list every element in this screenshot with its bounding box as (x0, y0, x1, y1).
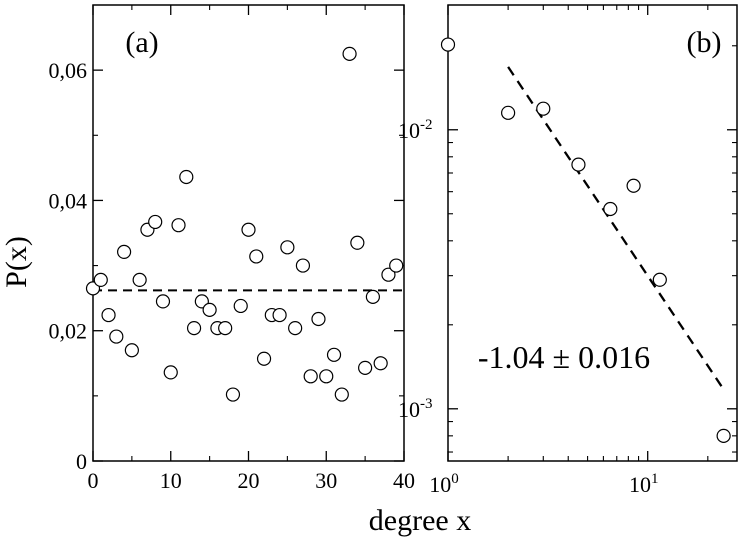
panel-b-label: (b) (687, 26, 722, 59)
panel-a-data-point (124, 343, 139, 358)
panel-a-data-point (342, 46, 357, 61)
x-axis-label: degree x (369, 504, 471, 537)
panel-a-data-point (109, 329, 124, 344)
panel-a-y-tick-label: 0,04 (49, 188, 88, 213)
panel-a-data-point (225, 387, 241, 402)
panel-b-data-point (716, 428, 731, 443)
y-axis-label: P(x) (0, 236, 33, 288)
panel-b-data-point (440, 37, 456, 52)
panel-a-data-point (148, 214, 163, 230)
panel-a-x-tick-label: 0 (88, 468, 99, 493)
panel-a-data-point (93, 272, 108, 288)
panel-a-label: (a) (125, 26, 158, 59)
panel-a-data-point (272, 307, 287, 323)
panel-a-y-tick-label: 0,02 (49, 319, 88, 344)
panel-a-data-point (163, 365, 178, 380)
panel-a-data-point (233, 298, 248, 314)
panel-a-data-point (155, 294, 171, 309)
panel-b-x-tick-label: 101 (629, 471, 659, 497)
panel-a-data-point (326, 347, 342, 362)
panel-a-data-point (241, 222, 256, 237)
panel-a-y-tick-label: 0,06 (49, 58, 88, 83)
panel-a-data-point (249, 249, 264, 264)
panel-a-y-tick-label: 0 (76, 449, 87, 474)
panel-b-data-point (571, 157, 586, 172)
panel-b-data-point (536, 101, 551, 116)
panel-a-data-point (179, 169, 194, 185)
panel-b-data-point (501, 105, 516, 120)
panel-b-y-tick-exponent: -2 (420, 117, 433, 133)
panel-a-data-point (389, 258, 404, 273)
panel-a-data-point (186, 321, 202, 336)
panel-b-data-point (652, 272, 667, 287)
panel-a-data-point (171, 218, 186, 233)
panel-a-data-point (358, 360, 373, 375)
panel-b-frame (447, 4, 738, 462)
panel-a-data-point (303, 369, 318, 384)
panel-a-data-point (101, 307, 116, 323)
panel-a-data-point (132, 272, 147, 288)
panel-a-data-point (218, 321, 233, 336)
panel-a-data-point (288, 321, 303, 336)
panel-a-data-point (202, 302, 217, 317)
panel-a-data-point (280, 240, 295, 255)
panel-b-y-tick-exponent: -3 (420, 396, 433, 412)
panel-a-data-point (350, 235, 365, 250)
panel-a-x-tick-label: 30 (315, 468, 337, 493)
panel-a-data-point (334, 387, 349, 402)
panel-b-fit-line (507, 66, 723, 388)
panel-a-data-point (116, 244, 132, 259)
panel-b-slope-annotation: -1.04 ± 0.016 (478, 339, 650, 375)
panel-a-x-tick-label: 10 (160, 468, 182, 493)
panel-b-x-tick-label: 100 (429, 471, 459, 497)
panel-b-data-point (626, 178, 641, 193)
panel-b-y-tick-label: 10-2 (398, 117, 433, 143)
panel-b-y-tick-label: 10-3 (398, 396, 433, 422)
panel-a-x-tick-label: 20 (238, 468, 260, 493)
panel-b-x-tick-exponent: 0 (451, 471, 459, 487)
panel-a-data-point (319, 369, 334, 384)
panel-b-x-tick-exponent: 1 (651, 471, 659, 487)
panel-a-data-point (256, 351, 272, 366)
panel-a-data-point (373, 356, 388, 371)
panel-a-x-tick-label: 40 (393, 468, 415, 493)
panel-a-data-point (365, 289, 380, 304)
panel-a-data-point (311, 311, 326, 327)
panel-a-data-point (295, 258, 311, 273)
panel-a-data-point (381, 267, 396, 282)
panel-b-data-point (603, 201, 618, 217)
panel-a: 0 10 20 30 40 0 0,02 0,04 0,06 (a) (49, 4, 415, 493)
